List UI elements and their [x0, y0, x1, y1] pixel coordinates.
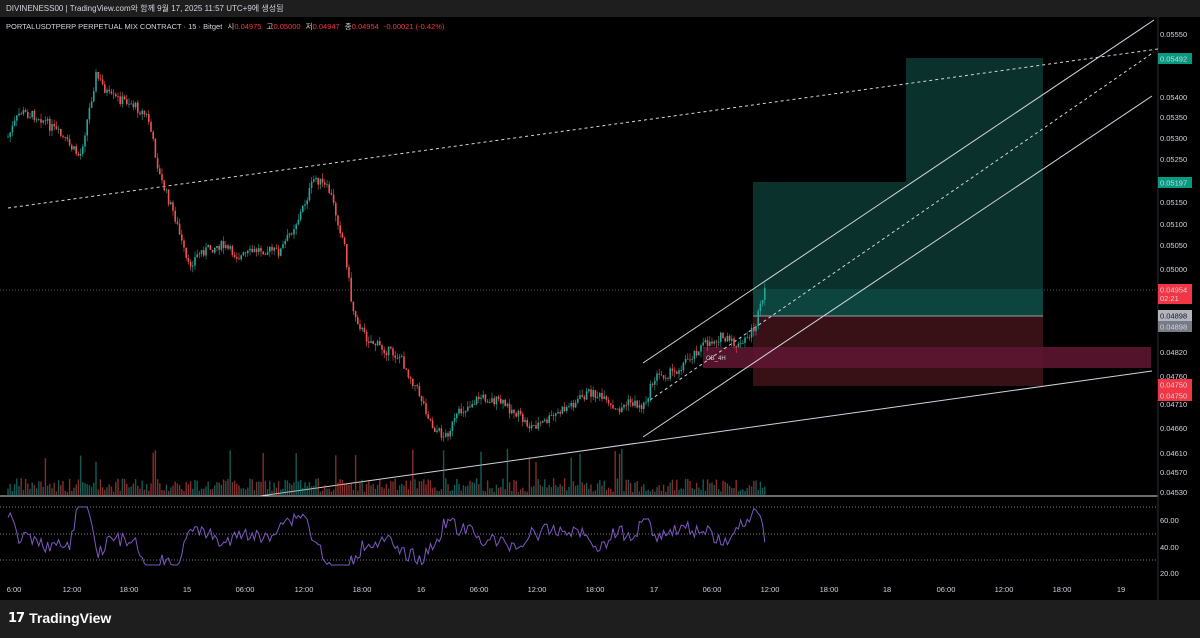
price-tick-label: 0.05100: [1160, 220, 1187, 229]
tradingview-logo-icon: 17: [8, 610, 25, 626]
price-tick-label: 0.05550: [1160, 30, 1187, 39]
price-badge-target: 0.05492: [1158, 53, 1192, 64]
target-zone-upper: [906, 58, 1043, 316]
tradingview-logo-text: TradingView: [29, 610, 112, 626]
price-tick-label: 0.05000: [1160, 265, 1187, 274]
price-badge-tp1: 0.05197: [1158, 177, 1192, 188]
tradingview-logo[interactable]: 17 TradingView: [8, 610, 111, 626]
time-axis: 6:00 12:00 18:00 15 06:00 12:00 18:00 16 06:00 12…: [7, 585, 1125, 594]
time-tick-label: 12:00: [63, 585, 82, 594]
svg-text:02:21: 02:21: [1160, 294, 1179, 303]
time-tick-label: 12:00: [761, 585, 780, 594]
price-tick-label: 0.04610: [1160, 449, 1187, 458]
time-tick-label: 18:00: [586, 585, 605, 594]
price-tick-label: 0.05250: [1160, 155, 1187, 164]
time-tick-label: 6:00: [7, 585, 22, 594]
low-value: 0.04947: [312, 22, 340, 31]
candlestick-series: [7, 68, 766, 442]
time-tick-label: 18:00: [120, 585, 139, 594]
price-tick-label: 0.04660: [1160, 424, 1187, 433]
rsi-tick-20: 20.00: [1160, 569, 1179, 578]
price-badge-current: 0.04954 02:21: [1158, 284, 1192, 304]
svg-text:0.05492: 0.05492: [1160, 55, 1187, 64]
lower-support-trendline: [259, 370, 1153, 497]
chart-area[interactable]: OB_4H 0.055500.054500.054000.053500.0530…: [0, 17, 1200, 600]
price-chart[interactable]: OB_4H 0.055500.054500.054000.053500.0530…: [0, 17, 1200, 600]
channel-lower-line: [642, 95, 1153, 438]
time-tick-label: 17: [650, 585, 658, 594]
volume-series: [7, 448, 766, 495]
time-tick-label: 15: [183, 585, 191, 594]
price-tick-label: 0.04820: [1160, 348, 1187, 357]
change-value: -0.00021 (-0.42%): [383, 22, 445, 31]
svg-text:0.04750: 0.04750: [1160, 381, 1187, 390]
title-bar: DIVINENESS00 | TradingView.com와 함께 9월 17…: [0, 0, 1200, 17]
svg-text:0.04898: 0.04898: [1160, 312, 1187, 321]
price-axis: 0.055500.054500.054000.053500.053000.052…: [1160, 30, 1187, 497]
time-tick-label: 06:00: [703, 585, 722, 594]
open-value: 0.04975: [234, 22, 262, 31]
low-label: 저: [305, 22, 313, 31]
high-label: 고: [266, 22, 274, 31]
time-tick-label: 06:00: [937, 585, 956, 594]
price-badge-entry-2: 0.04898: [1158, 321, 1192, 332]
rsi-line: [7, 506, 766, 567]
time-tick-label: 06:00: [470, 585, 489, 594]
price-tick-label: 0.04530: [1160, 488, 1187, 497]
price-badge-stop-2: 0.04750: [1158, 390, 1192, 401]
time-tick-label: 18:00: [820, 585, 839, 594]
time-tick-label: 06:00: [236, 585, 255, 594]
close-value: 0.04954: [351, 22, 379, 31]
chart-legend: PORTALUSDTPERP PERPETUAL MIX CONTRACT · …: [6, 21, 444, 32]
ob-4h-zone: [703, 347, 1151, 368]
price-tick-label: 0.05300: [1160, 134, 1187, 143]
svg-text:0.04954: 0.04954: [1160, 286, 1187, 295]
time-tick-label: 18: [883, 585, 891, 594]
time-tick-label: 16: [417, 585, 425, 594]
ob-4h-label: OB_4H: [706, 356, 726, 362]
price-tick-partial: 0.04760: [1160, 372, 1187, 381]
time-tick-label: 18:00: [1053, 585, 1072, 594]
footer: 17 TradingView: [0, 600, 1200, 638]
symbol-label[interactable]: PORTALUSDTPERP PERPETUAL MIX CONTRACT · …: [6, 22, 223, 31]
rsi-tick-40: 40.00: [1160, 543, 1179, 552]
time-tick-label: 12:00: [995, 585, 1014, 594]
time-tick-label: 12:00: [295, 585, 314, 594]
open-label: 시: [227, 22, 235, 31]
svg-text:0.05197: 0.05197: [1160, 179, 1187, 188]
upper-dashed-trendline: [7, 48, 1159, 209]
price-tick-label: 0.05400: [1160, 93, 1187, 102]
price-tick-label: 0.04570: [1160, 468, 1187, 477]
price-tick-label: 0.05050: [1160, 241, 1187, 250]
price-badge-entry: 0.04898: [1158, 310, 1192, 321]
time-tick-label: 18:00: [353, 585, 372, 594]
high-value: 0.05000: [273, 22, 301, 31]
time-tick-label: 19: [1117, 585, 1125, 594]
rsi-tick-60: 60.00: [1160, 516, 1179, 525]
price-tick-label: 0.05350: [1160, 113, 1187, 122]
price-tick-label: 0.04710: [1160, 400, 1187, 409]
svg-text:0.04750: 0.04750: [1160, 392, 1187, 401]
svg-text:0.04898: 0.04898: [1160, 323, 1187, 332]
price-badge-stop: 0.04750: [1158, 379, 1192, 390]
time-tick-label: 12:00: [528, 585, 547, 594]
channel-upper-line: [642, 19, 1155, 364]
close-label: 종: [344, 22, 352, 31]
entry-zone: [753, 289, 1043, 316]
price-tick-label: 0.05150: [1160, 198, 1187, 207]
